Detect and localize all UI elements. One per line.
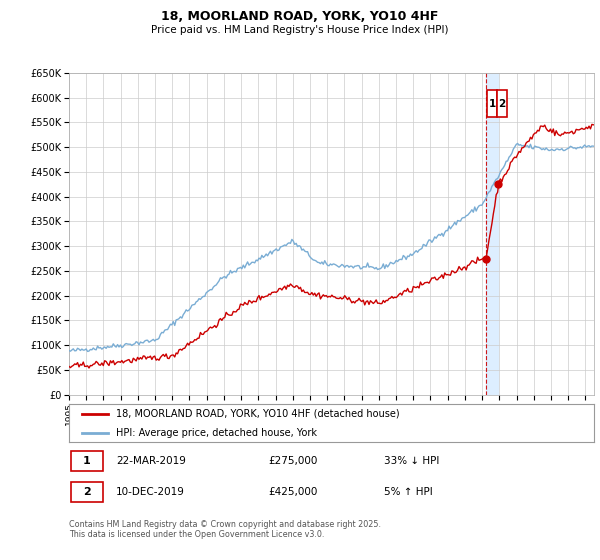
- Text: 18, MOORLAND ROAD, YORK, YO10 4HF: 18, MOORLAND ROAD, YORK, YO10 4HF: [161, 10, 439, 22]
- Text: 22-MAR-2019: 22-MAR-2019: [116, 456, 186, 466]
- Text: HPI: Average price, detached house, York: HPI: Average price, detached house, York: [116, 428, 317, 438]
- Text: £425,000: £425,000: [269, 487, 318, 497]
- Text: 18, MOORLAND ROAD, YORK, YO10 4HF (detached house): 18, MOORLAND ROAD, YORK, YO10 4HF (detac…: [116, 409, 400, 419]
- Text: 1: 1: [488, 99, 496, 109]
- Bar: [486, 73, 498, 395]
- Text: Contains HM Land Registry data © Crown copyright and database right 2025.
This d: Contains HM Land Registry data © Crown c…: [69, 520, 381, 539]
- FancyBboxPatch shape: [71, 451, 103, 471]
- Text: 33% ↓ HPI: 33% ↓ HPI: [384, 456, 439, 466]
- FancyBboxPatch shape: [487, 90, 497, 118]
- FancyBboxPatch shape: [71, 482, 103, 502]
- Text: 2: 2: [83, 487, 91, 497]
- Text: Price paid vs. HM Land Registry's House Price Index (HPI): Price paid vs. HM Land Registry's House …: [151, 25, 449, 35]
- Text: £275,000: £275,000: [269, 456, 318, 466]
- FancyBboxPatch shape: [497, 90, 506, 118]
- Text: 1: 1: [83, 456, 91, 466]
- Text: 10-DEC-2019: 10-DEC-2019: [116, 487, 185, 497]
- Text: 2: 2: [498, 99, 505, 109]
- Text: 5% ↑ HPI: 5% ↑ HPI: [384, 487, 433, 497]
